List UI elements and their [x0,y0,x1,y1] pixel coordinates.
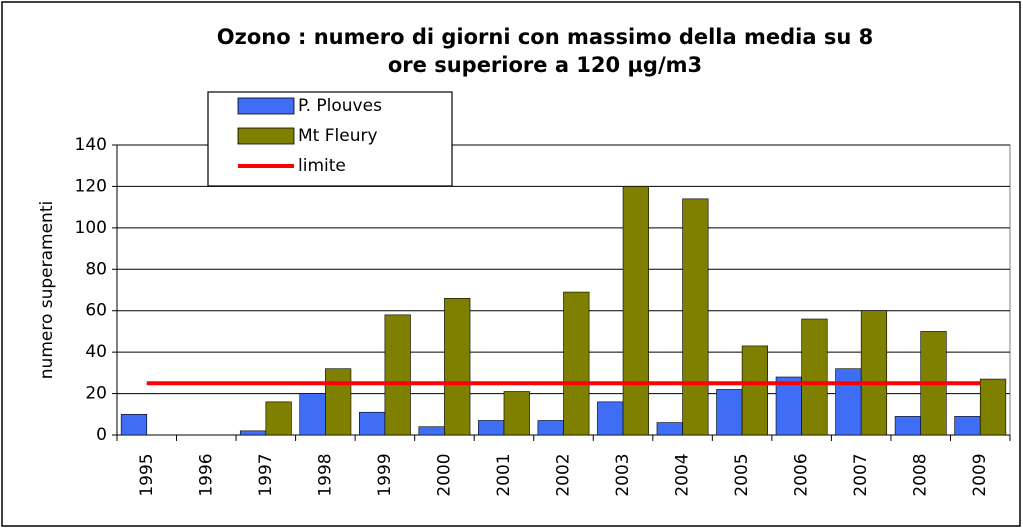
bar [265,401,292,436]
x-tick-label: 1999 [375,453,395,496]
bar [741,345,768,436]
x-tick-label: 2004 [673,453,693,496]
bar [563,291,590,436]
bar [954,416,981,436]
x-tick-label: 2006 [792,453,812,496]
bar [597,401,624,436]
x-tick-label: 1998 [315,453,335,496]
bar [656,422,683,436]
y-tick-label: 60 [85,301,107,321]
bar [359,411,386,436]
bar [894,416,921,436]
y-tick-label: 40 [85,342,107,362]
x-tick-label: 2001 [494,453,514,496]
bar [478,420,505,436]
bar [444,297,471,436]
bar [299,393,326,436]
y-tick-label: 100 [75,218,107,238]
bar [860,310,888,436]
chart-title: ore superiore a 120 µg/m3 [388,53,702,77]
x-tick-label: 2000 [434,453,454,496]
legend-label: Mt Fleury [298,126,378,146]
y-tick-label: 20 [85,384,107,404]
y-tick-label: 140 [75,135,107,155]
bar [503,391,530,436]
bar [325,368,352,436]
bar [384,314,411,436]
x-tick-label: 2005 [732,453,752,496]
chart-title: Ozono : numero di giorni con massimo del… [217,25,873,49]
y-tick-label: 0 [96,425,107,445]
x-tick-label: 1996 [196,453,216,496]
legend-label: limite [298,156,346,176]
y-tick-label: 80 [85,259,107,279]
x-tick-label: 2003 [613,453,633,496]
legend-swatch [237,127,295,145]
x-tick-label: 2007 [851,453,871,496]
bar [682,198,709,436]
y-axis-label: numero superamenti [37,201,57,379]
bar [537,420,564,436]
x-tick-label: 2009 [970,453,990,496]
bar [979,378,1007,436]
bar [120,413,148,436]
bar [716,389,743,436]
bar [418,426,445,436]
bar [239,430,267,436]
x-tick-label: 1997 [256,453,276,496]
x-tick-label: 2008 [911,453,931,496]
bar [622,186,649,436]
y-tick-label: 120 [75,176,107,196]
bar [801,318,828,436]
bar [775,376,802,436]
x-tick-label: 1995 [137,453,157,496]
legend-swatch [237,97,295,115]
legend-label: P. Plouves [298,96,382,116]
bar [835,368,862,436]
x-tick-label: 2002 [554,453,574,496]
